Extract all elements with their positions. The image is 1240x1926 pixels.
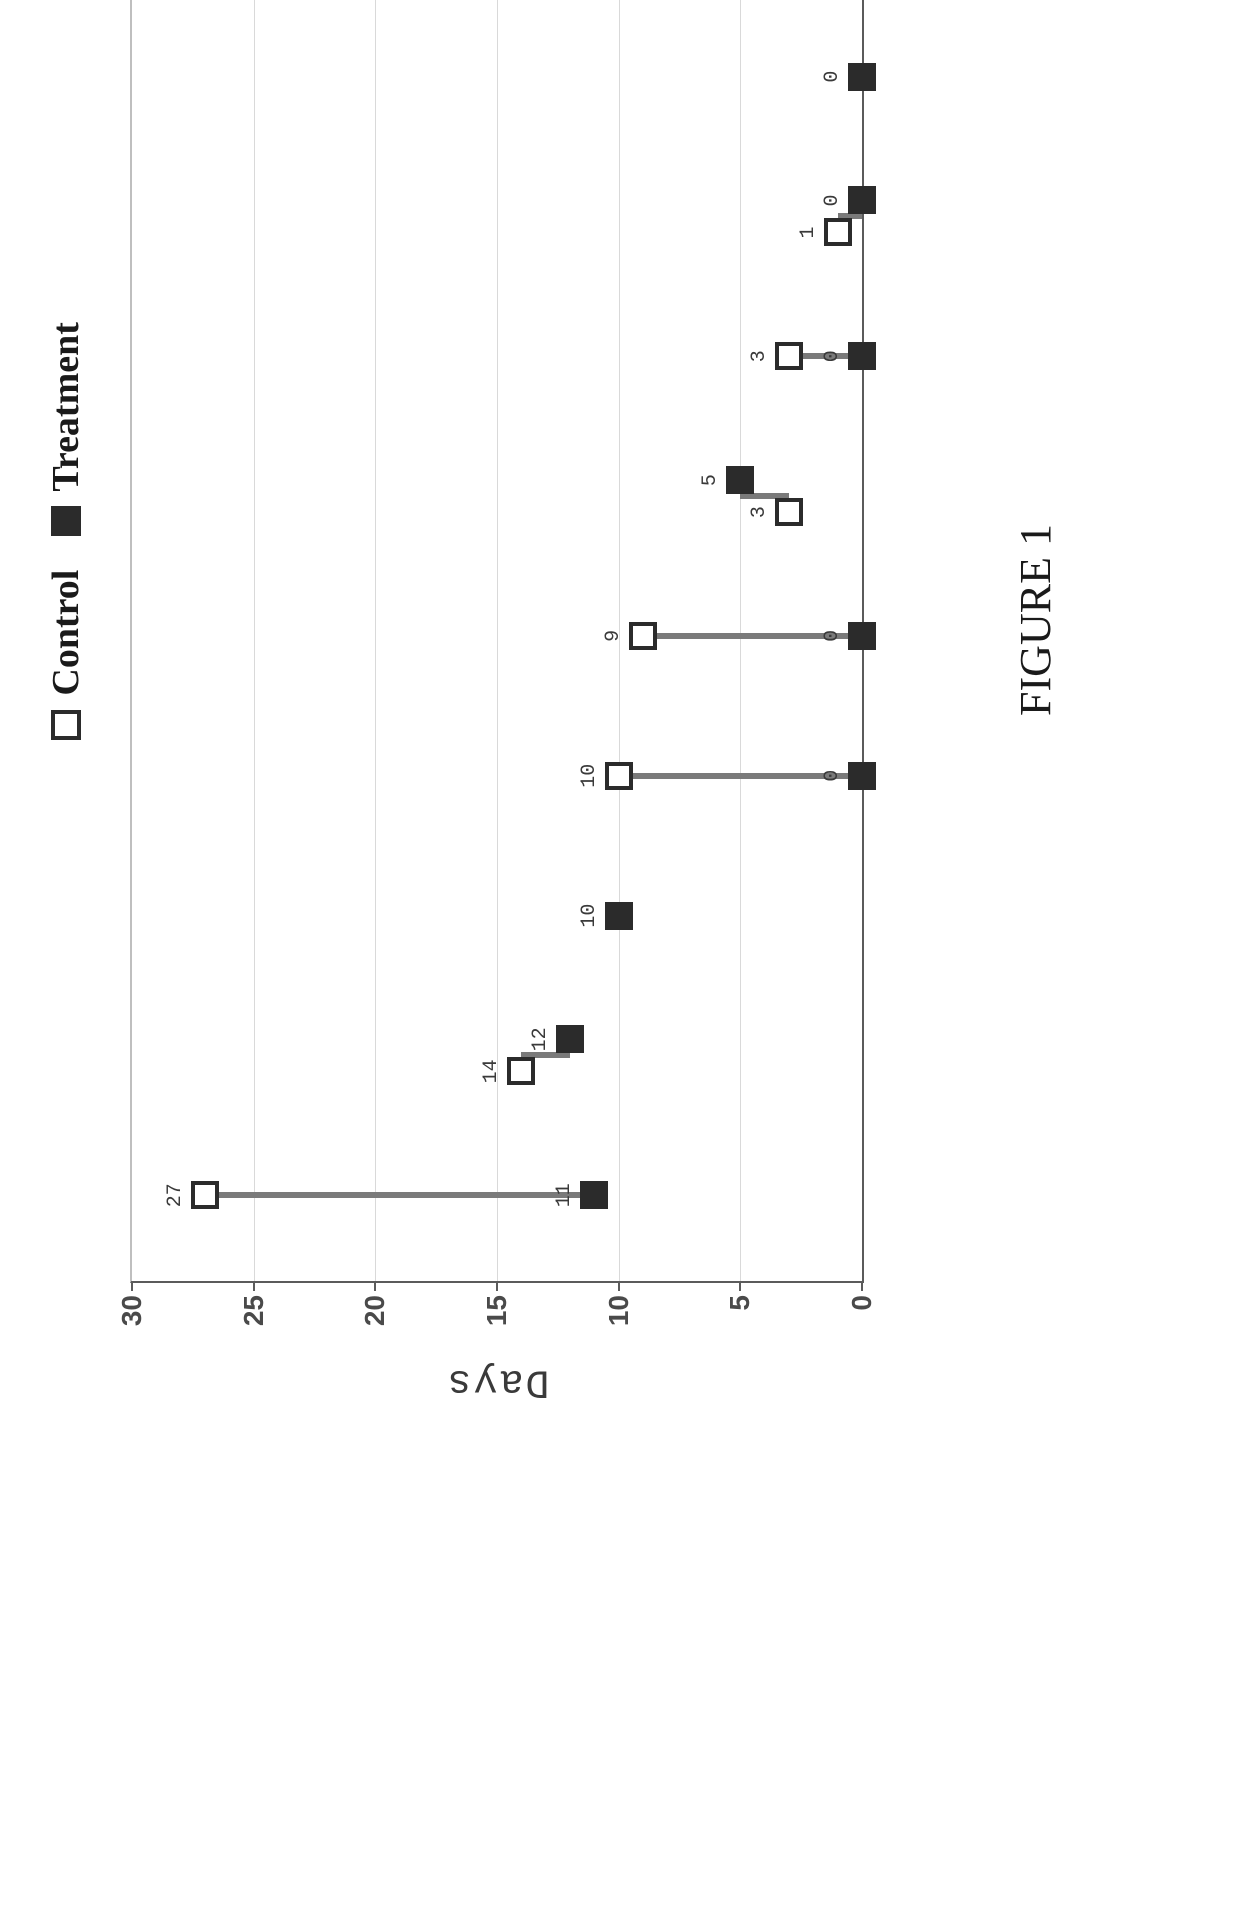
treatment-marker bbox=[848, 63, 876, 91]
control-value-label: 14 bbox=[480, 1059, 503, 1083]
legend-label: Control bbox=[44, 570, 88, 696]
control-value-label: 10 bbox=[578, 764, 601, 788]
control-value-label: 3 bbox=[748, 350, 771, 362]
y-tick-label: 25 bbox=[238, 1295, 270, 1326]
treatment-value-label: 0 bbox=[821, 350, 844, 362]
treatment-value-label: 11 bbox=[553, 1183, 576, 1207]
treatment-value-label: 0 bbox=[821, 630, 844, 642]
treatment-value-label: 10 bbox=[578, 904, 601, 928]
control-marker bbox=[775, 342, 803, 370]
y-tick-mark bbox=[618, 1281, 620, 1291]
treatment-marker bbox=[848, 186, 876, 214]
figure-canvas: ControlTreatment P=0.031 Days 0510152025… bbox=[0, 0, 1240, 1583]
control-marker bbox=[629, 622, 657, 650]
treatment-marker bbox=[605, 902, 633, 930]
figure-caption: FIGURE 1 bbox=[1010, 0, 1061, 1583]
plot-area: 05101520253011271214100100935030100 bbox=[130, 0, 864, 1283]
treatment-marker bbox=[726, 466, 754, 494]
control-value-label: 9 bbox=[602, 630, 625, 642]
gridline bbox=[375, 0, 376, 1281]
treatment-marker bbox=[556, 1025, 584, 1053]
control-value-label: 1 bbox=[797, 226, 820, 238]
y-tick-label: 5 bbox=[724, 1295, 756, 1311]
y-tick-mark bbox=[253, 1281, 255, 1291]
control-marker bbox=[507, 1057, 535, 1085]
gridline bbox=[497, 0, 498, 1281]
legend: Control Treatment bbox=[44, 322, 88, 740]
legend-item: Treatment bbox=[44, 322, 88, 536]
y-tick-mark bbox=[496, 1281, 498, 1291]
treatment-marker bbox=[580, 1181, 608, 1209]
control-legend-marker bbox=[51, 710, 81, 740]
treatment-value-label: 0 bbox=[821, 770, 844, 782]
treatment-value-label: 0 bbox=[821, 71, 844, 83]
y-tick-label: 20 bbox=[359, 1295, 391, 1326]
treatment-value-label: 0 bbox=[821, 194, 844, 206]
control-value-label: 3 bbox=[748, 506, 771, 518]
y-tick-mark bbox=[861, 1281, 863, 1291]
y-tick-label: 15 bbox=[481, 1295, 513, 1326]
treatment-value-label: 5 bbox=[699, 474, 722, 486]
y-tick-mark bbox=[131, 1281, 133, 1291]
y-tick-mark bbox=[739, 1281, 741, 1291]
pair-connector bbox=[205, 1192, 594, 1198]
control-marker bbox=[191, 1181, 219, 1209]
gridline bbox=[254, 0, 255, 1281]
control-value-label: 27 bbox=[164, 1183, 187, 1207]
y-tick-label: 0 bbox=[846, 1295, 878, 1311]
control-marker bbox=[824, 218, 852, 246]
y-tick-label: 10 bbox=[603, 1295, 635, 1326]
y-tick-mark bbox=[374, 1281, 376, 1291]
treatment-marker bbox=[848, 762, 876, 790]
y-tick-label: 30 bbox=[116, 1295, 148, 1326]
treatment-value-label: 12 bbox=[529, 1027, 552, 1051]
legend-label: Treatment bbox=[44, 322, 88, 492]
control-marker bbox=[605, 762, 633, 790]
treatment-marker bbox=[848, 342, 876, 370]
gridline bbox=[740, 0, 741, 1281]
treatment-legend-marker bbox=[51, 506, 81, 536]
control-marker bbox=[775, 498, 803, 526]
treatment-marker bbox=[848, 622, 876, 650]
y-axis-title: Days bbox=[445, 1358, 549, 1403]
legend-item: Control bbox=[44, 570, 88, 740]
